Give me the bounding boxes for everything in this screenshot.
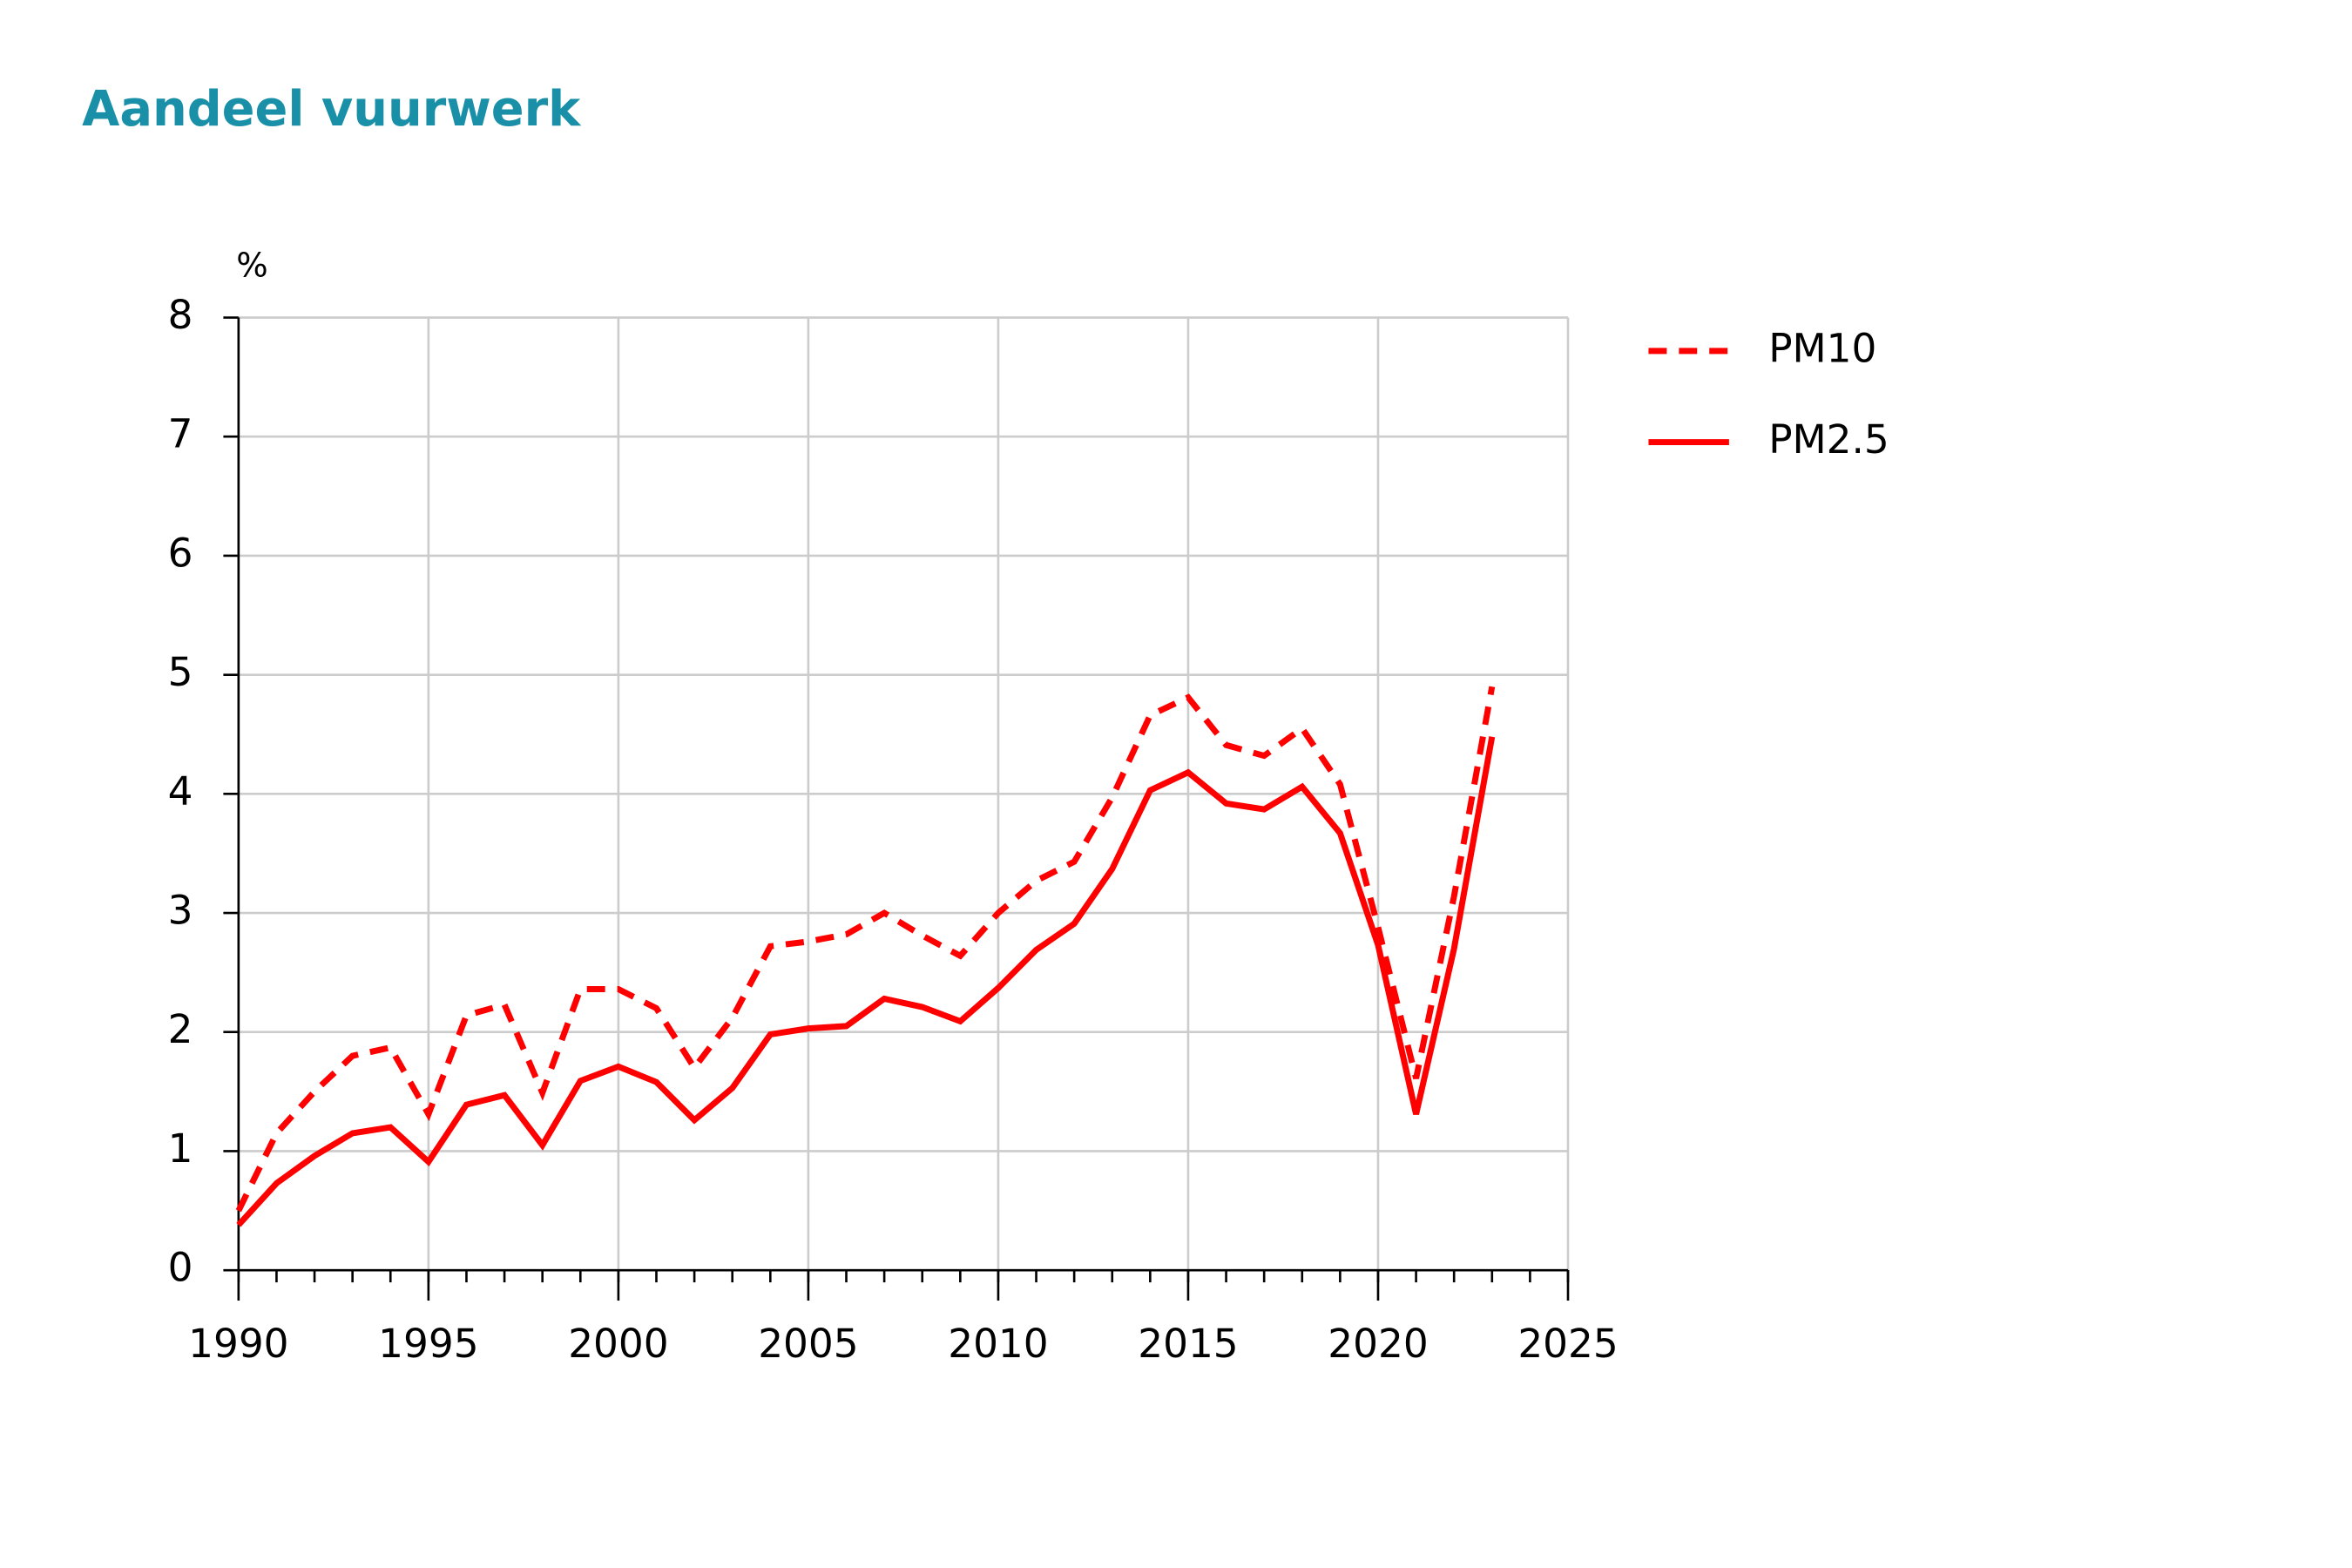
chart-title: Aandeel vuurwerk xyxy=(82,81,582,138)
x-tick-label: 2015 xyxy=(1138,1321,1238,1367)
y-tick-label: 2 xyxy=(168,1006,193,1052)
line-series xyxy=(236,736,1496,1227)
legend-label: PM10 xyxy=(1768,325,1876,371)
y-tick-label: 7 xyxy=(168,411,193,457)
y-tick-label: 1 xyxy=(168,1125,193,1172)
y-tick-label: 8 xyxy=(168,292,193,338)
y-tick-label: 0 xyxy=(168,1245,193,1291)
x-tick-label: 2025 xyxy=(1517,1321,1618,1367)
x-tick-label: 2005 xyxy=(758,1321,858,1367)
y-tick-label: 4 xyxy=(168,768,193,814)
x-tick-label: 2020 xyxy=(1328,1321,1428,1367)
y-tick-label: 6 xyxy=(168,530,193,576)
y-tick-label: 5 xyxy=(168,649,193,695)
x-tick-label: 1990 xyxy=(188,1321,288,1367)
x-tick-label: 2010 xyxy=(948,1321,1048,1367)
y-axis-label: % xyxy=(236,246,267,285)
x-tick-label: 2000 xyxy=(568,1321,668,1367)
x-tick-label: 1995 xyxy=(378,1321,478,1367)
line-series xyxy=(235,686,1496,1213)
legend-label: PM2.5 xyxy=(1768,416,1889,463)
y-tick-label: 3 xyxy=(168,888,193,934)
